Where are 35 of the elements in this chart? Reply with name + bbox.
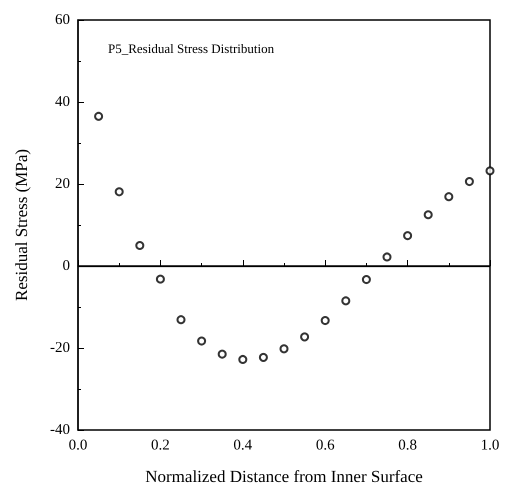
point — [300, 332, 310, 342]
point — [424, 210, 433, 220]
point — [486, 166, 494, 176]
point — [444, 192, 454, 202]
point — [114, 187, 124, 196]
x-axis-title: Normalized Distance from Inner Surface — [145, 467, 423, 486]
x-tick-label: 0.4 — [233, 438, 253, 454]
point — [176, 315, 186, 324]
x-tick-label: 0.8 — [398, 438, 417, 454]
y-tick-label: 60 — [55, 12, 70, 28]
point — [135, 241, 144, 250]
x-tick-label: 0.2 — [151, 438, 170, 454]
point — [218, 350, 227, 359]
point — [341, 296, 350, 306]
point — [280, 344, 288, 354]
y-tick-label: 40 — [55, 94, 70, 110]
point — [156, 274, 165, 284]
annotation: P5_Residual Stress Distribution — [108, 41, 275, 56]
point — [320, 316, 330, 326]
point — [258, 352, 268, 362]
point — [403, 231, 412, 240]
x-tick-label: 0.0 — [68, 438, 88, 454]
y-tick-label: 20 — [55, 176, 70, 192]
x-tick-label: 0.6 — [316, 438, 336, 454]
point — [94, 112, 104, 121]
y-tick-label: -20 — [50, 340, 70, 356]
point — [382, 252, 392, 262]
y-axis-title: Residual Stress (MPa) — [12, 148, 31, 302]
x-tick-label: 1.0 — [480, 438, 500, 454]
y-tick-label: -40 — [50, 422, 70, 438]
point — [238, 354, 248, 364]
point — [362, 275, 371, 284]
point — [197, 336, 206, 346]
y-tick-label: 0 — [62, 258, 70, 274]
point — [464, 177, 474, 186]
